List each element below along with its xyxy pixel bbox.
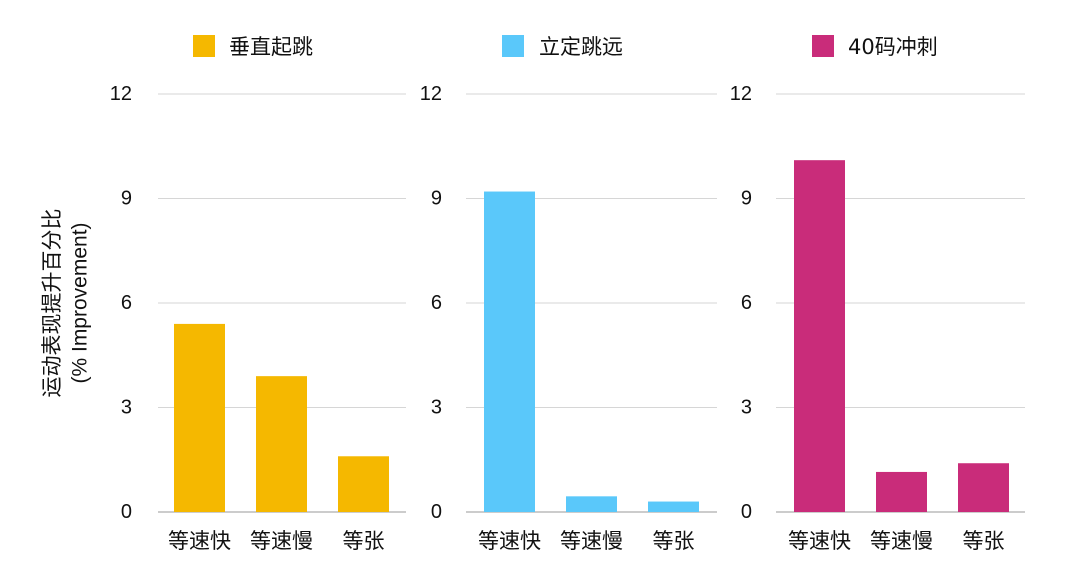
legend-label: 立定跳远 xyxy=(539,35,623,59)
bar-3 xyxy=(958,463,1009,512)
y-tick-label: 6 xyxy=(121,292,132,314)
bar-2 xyxy=(876,471,927,512)
y-axis-label-english: (% Improvement) xyxy=(69,222,92,383)
x-category-label: 等速快 xyxy=(478,529,541,553)
chart-panel-3: 40码冲刺 0 3 6 9 12 等速快 等速慢 等张 xyxy=(730,35,1025,553)
y-tick-label: 12 xyxy=(420,83,442,105)
bar-3 xyxy=(338,456,389,512)
x-category-label: 等速慢 xyxy=(560,529,623,553)
legend-swatch xyxy=(502,35,524,57)
y-tick-label: 12 xyxy=(730,83,752,105)
x-category-label: 等张 xyxy=(963,529,1005,553)
y-tick-label: 3 xyxy=(121,397,132,419)
y-tick-label: 9 xyxy=(431,188,442,210)
bar-1 xyxy=(484,191,535,513)
y-tick-label: 9 xyxy=(741,188,752,210)
bar-1 xyxy=(794,160,845,512)
x-category-label: 等速慢 xyxy=(870,529,933,553)
y-tick-label: 3 xyxy=(431,397,442,419)
y-tick-label: 6 xyxy=(741,292,752,314)
bar-3 xyxy=(648,501,699,512)
legend-swatch xyxy=(193,35,215,57)
y-tick-label: 9 xyxy=(121,188,132,210)
y-tick-label: 12 xyxy=(110,83,132,105)
y-tick-label: 0 xyxy=(741,501,752,523)
chart-panel-1: 垂直起跳 0 3 6 9 12 等速快 等速慢 等张 xyxy=(110,35,406,553)
legend-label: 垂直起跳 xyxy=(229,35,313,59)
legend-swatch xyxy=(812,35,834,57)
y-tick-label: 0 xyxy=(121,501,132,523)
bar-2 xyxy=(256,376,307,512)
y-tick-label: 3 xyxy=(741,397,752,419)
y-tick-label: 0 xyxy=(431,501,442,523)
bar-2 xyxy=(566,496,617,512)
x-category-label: 等张 xyxy=(653,529,695,553)
y-axis-label-chinese: 运动表现提升百分比 xyxy=(40,209,64,398)
x-category-label: 等速慢 xyxy=(250,529,313,553)
x-category-label: 等速快 xyxy=(168,529,231,553)
x-category-label: 等速快 xyxy=(788,529,851,553)
y-tick-label: 6 xyxy=(431,292,442,314)
legend-label: 40码冲刺 xyxy=(848,35,938,59)
x-category-label: 等张 xyxy=(343,529,385,553)
chart-panel-2: 立定跳远 0 3 6 9 12 等速快 等速慢 等张 xyxy=(420,35,717,553)
bar-1 xyxy=(174,323,225,512)
